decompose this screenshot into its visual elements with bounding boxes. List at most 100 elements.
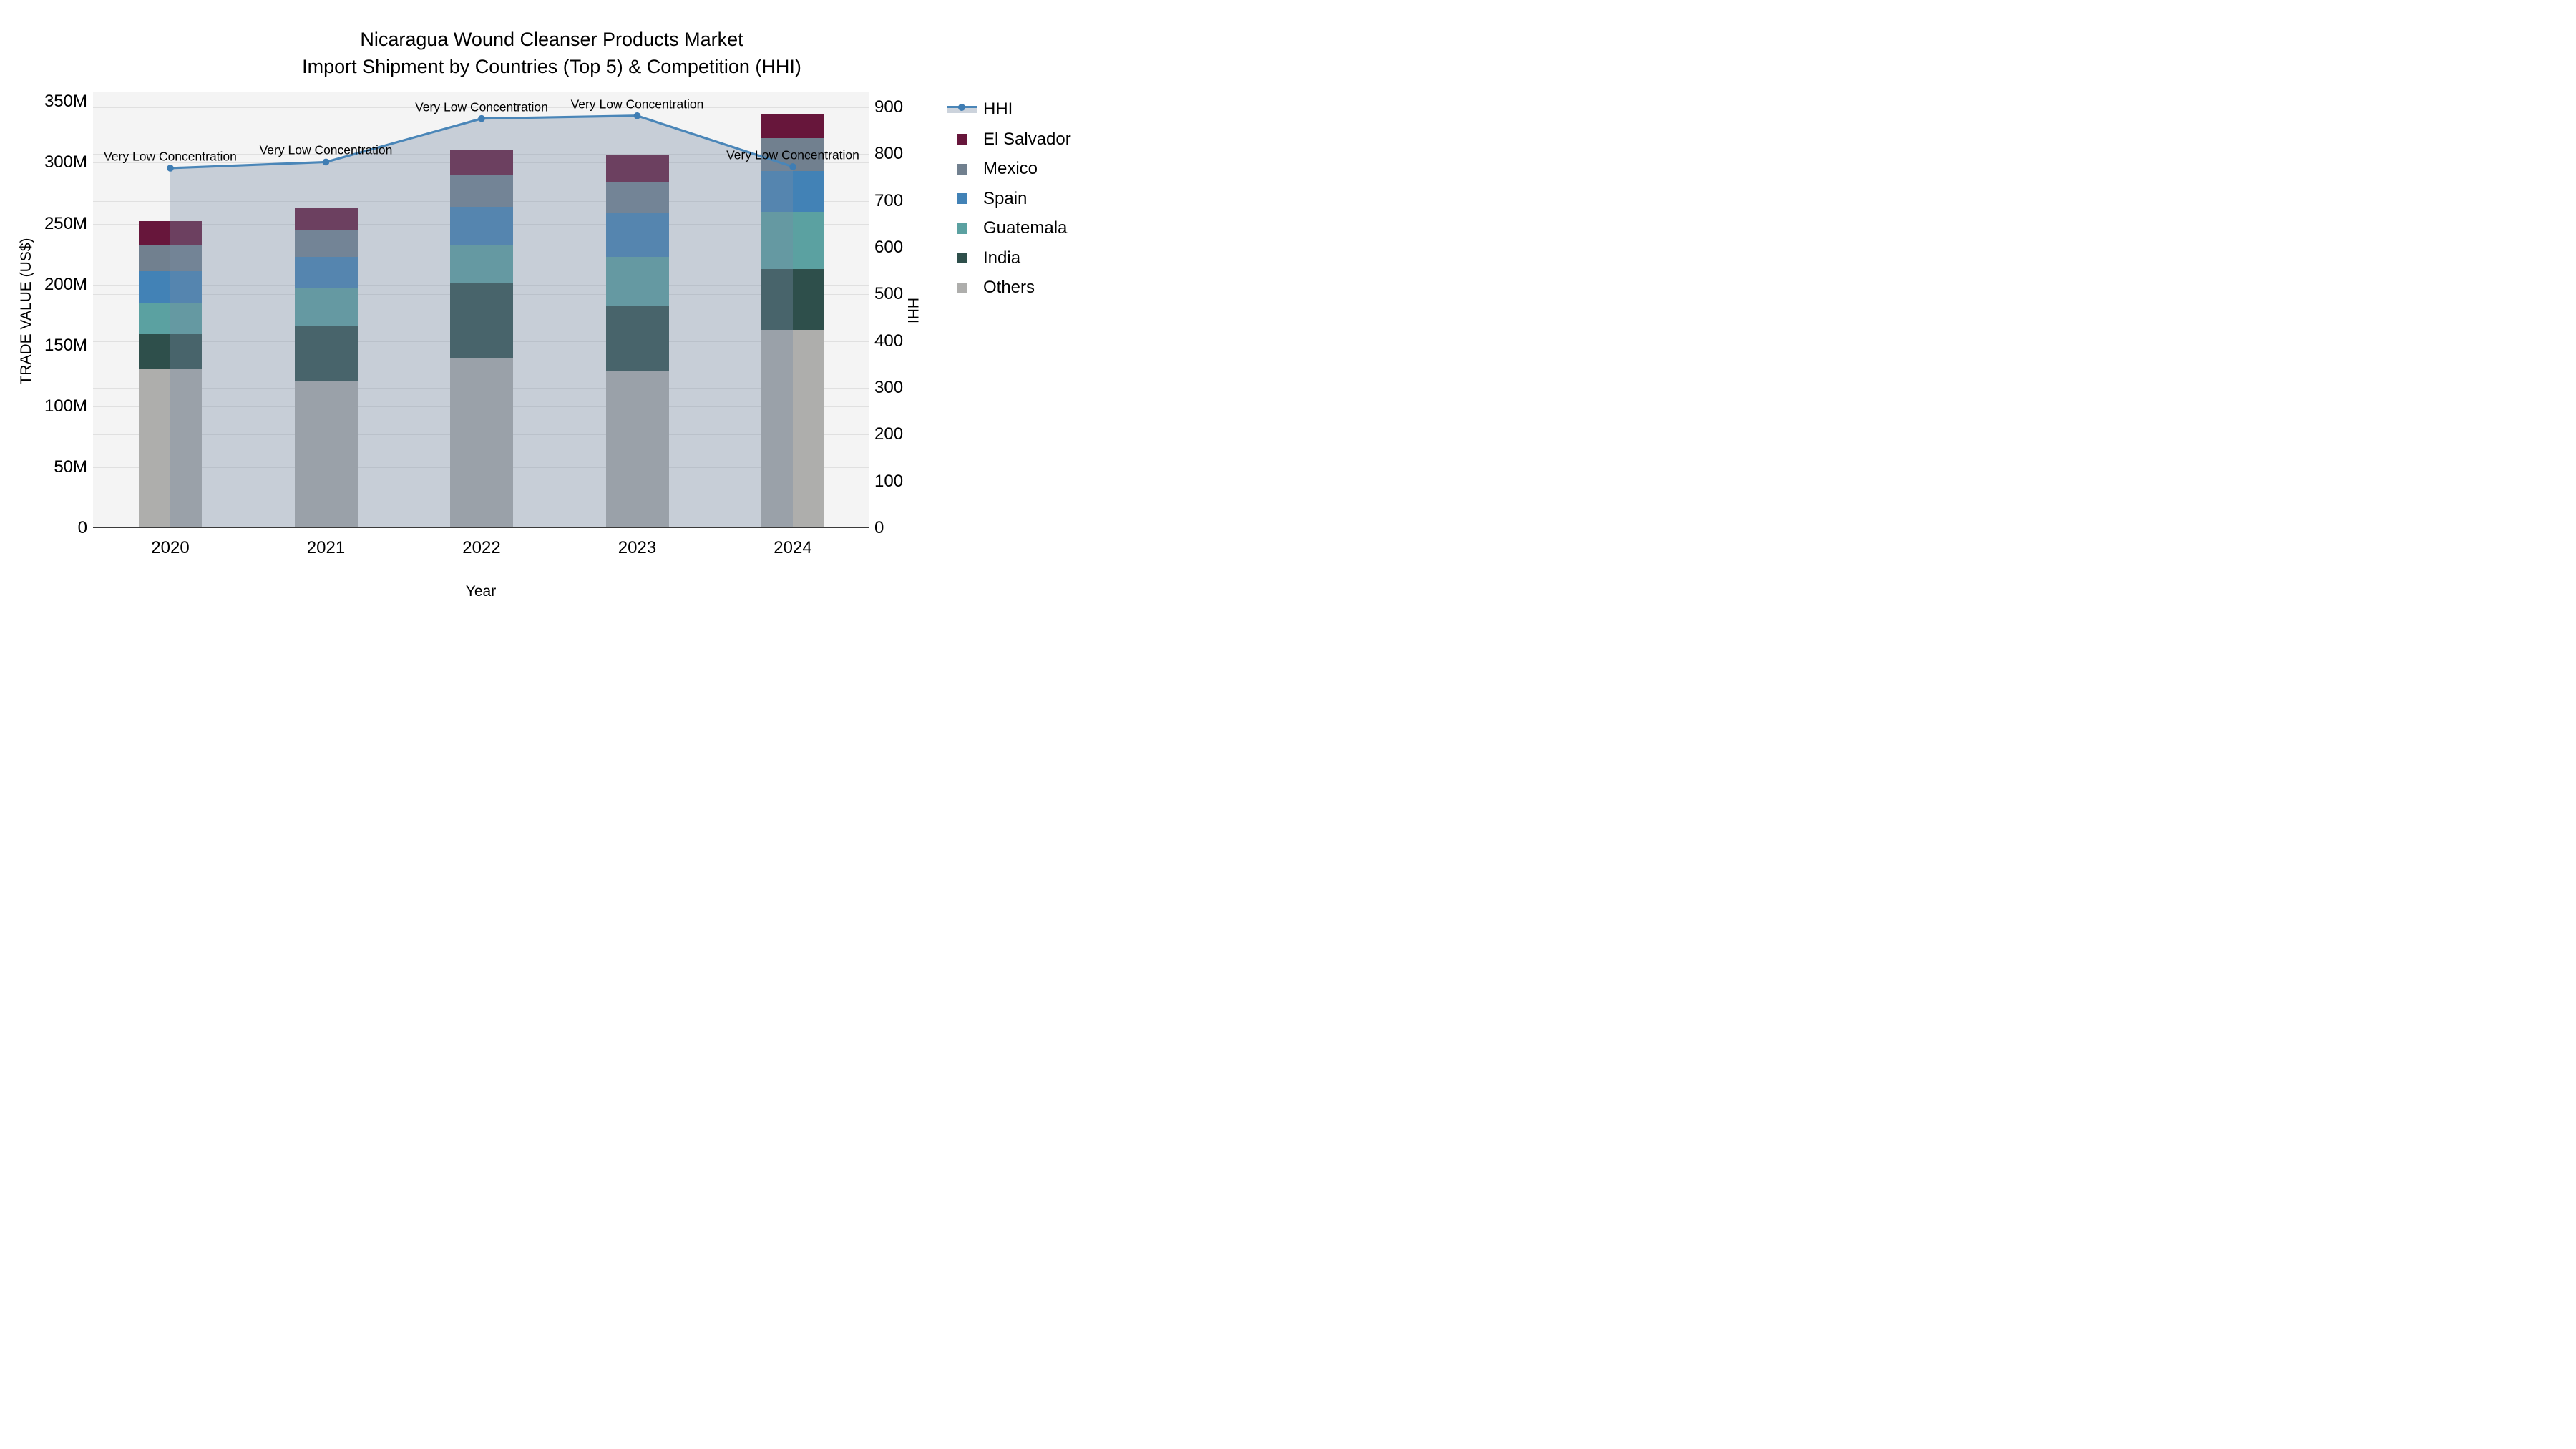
- annotation-2020: Very Low Concentration: [104, 149, 237, 164]
- hhi-marker-2022: [478, 114, 485, 122]
- legend-item-hhi: HHI: [946, 99, 1013, 120]
- plot-area: Very Low Concentration Very Low Concentra…: [93, 92, 869, 528]
- bar-segment-spain-2022: [450, 206, 513, 246]
- x-tick-label-2022: 2022: [462, 538, 501, 557]
- mexico-swatch-icon: [946, 158, 977, 180]
- bar-segment-india-2021: [294, 326, 358, 381]
- legend-swatch-icon: [956, 163, 967, 175]
- chart-title-line-1: Nicaragua Wound Cleanser Products Market: [360, 29, 743, 50]
- legend-item-guatemala: Guatemala: [946, 218, 1067, 239]
- gridline-hhi-900: [93, 107, 869, 108]
- legend-swatch-icon: [956, 253, 967, 263]
- y-right-tick-label-900: 900: [874, 97, 904, 117]
- bar-segment-guatemala-2024: [761, 211, 824, 269]
- bar-segment-india-2023: [605, 305, 669, 371]
- y-left-tick-label-250M: 250M: [44, 213, 87, 233]
- bar-segment-spain-2024: [761, 171, 824, 212]
- hhi-line-area-icon: [947, 104, 977, 114]
- y-left-tick-label-300M: 300M: [44, 152, 87, 172]
- bar-segment-el-salvador-2021: [294, 208, 358, 230]
- hhi-area-fill: [170, 115, 793, 528]
- y-left-tick-label-0: 0: [77, 518, 87, 537]
- bar-segment-guatemala-2023: [605, 256, 669, 306]
- bar-segment-mexico-2021: [294, 230, 358, 257]
- hhi-marker-2024: [789, 163, 796, 170]
- y-right-tick-label-600: 600: [874, 238, 904, 257]
- x-tick-label-2024: 2024: [774, 538, 812, 557]
- chart-title: Nicaragua Wound Cleanser Products Market…: [0, 26, 1102, 80]
- bar-segment-others-2022: [450, 357, 513, 528]
- bar-segment-el-salvador-2020: [139, 221, 202, 246]
- x-axis-line: [93, 527, 869, 528]
- x-tick-label-2021: 2021: [306, 538, 346, 557]
- bar-segment-spain-2020: [139, 270, 202, 303]
- india-swatch-icon: [946, 248, 977, 269]
- bar-segment-others-2024: [761, 329, 824, 528]
- legend-label-india: India: [983, 248, 1021, 268]
- y-right-tick-label-0: 0: [874, 518, 884, 537]
- legend-swatch-icon: [956, 134, 967, 145]
- legend-item-spain: Spain: [946, 188, 1027, 210]
- hhi-marker-2023: [633, 112, 641, 119]
- y-right-tick-label-800: 800: [874, 144, 904, 164]
- bar-segment-spain-2021: [294, 256, 358, 288]
- legend-item-india: India: [946, 248, 1020, 269]
- chart-title-line-2: Import Shipment by Countries (Top 5) & C…: [302, 56, 801, 77]
- legend-item-el-salvador: El Salvador: [946, 129, 1071, 150]
- legend-swatch-icon: [956, 223, 967, 234]
- bar-segment-guatemala-2022: [450, 245, 513, 283]
- y-right-tick-label-500: 500: [874, 284, 904, 304]
- annotation-2024: Very Low Concentration: [726, 147, 859, 162]
- legend-label-spain: Spain: [983, 188, 1028, 208]
- bar-segment-spain-2023: [605, 213, 669, 257]
- legend-label-guatemala: Guatemala: [983, 218, 1068, 238]
- guatemala-swatch-icon: [946, 218, 977, 239]
- hhi-marker-2020: [167, 165, 174, 172]
- y-left-tick-label-100M: 100M: [44, 396, 87, 416]
- bar-segment-el-salvador-2022: [450, 149, 513, 175]
- legend-label-hhi: HHI: [983, 99, 1013, 119]
- x-tick-label-2020: 2020: [151, 538, 190, 557]
- bar-segment-others-2023: [605, 371, 669, 528]
- bar-segment-india-2020: [139, 334, 202, 369]
- legend-item-mexico: Mexico: [946, 158, 1038, 180]
- bar-segment-india-2022: [450, 283, 513, 358]
- y-left-tick-label-50M: 50M: [54, 457, 87, 477]
- hhi-line-layer: [167, 112, 796, 528]
- legend-label-mexico: Mexico: [983, 159, 1038, 178]
- bar-segment-others-2020: [139, 369, 202, 528]
- legend-swatch-icon: [956, 193, 967, 204]
- hhi-marker-2021: [322, 158, 330, 166]
- annotation-2023: Very Low Concentration: [570, 97, 704, 112]
- spain-swatch-icon: [946, 188, 977, 210]
- annotation-2022: Very Low Concentration: [415, 99, 548, 114]
- bar-segment-mexico-2022: [450, 175, 513, 207]
- chart-figure: Nicaragua Wound Cleanser Products Market…: [0, 0, 1102, 620]
- bar-segment-india-2024: [761, 268, 824, 330]
- annotation-2021: Very Low Concentration: [259, 142, 393, 157]
- others-swatch-icon: [946, 277, 977, 298]
- x-axis-title: Year: [465, 583, 497, 600]
- el-salvador-swatch-icon: [946, 129, 977, 150]
- bar-segment-others-2021: [294, 381, 358, 528]
- y-left-tick-label-350M: 350M: [44, 92, 87, 112]
- y-right-tick-label-200: 200: [874, 424, 904, 444]
- legend-swatch-icon: [956, 282, 967, 293]
- x-tick-label-2023: 2023: [618, 538, 657, 557]
- bar-segment-el-salvador-2023: [605, 155, 669, 182]
- y-right-tick-label-300: 300: [874, 378, 904, 397]
- hhi-legend-dot-icon: [958, 104, 965, 111]
- y-left-tick-label-200M: 200M: [44, 274, 87, 294]
- legend-label-el-salvador: El Salvador: [983, 129, 1071, 149]
- y-right-tick-label-700: 700: [874, 190, 904, 210]
- y-right-tick-label-400: 400: [874, 331, 904, 351]
- bar-segment-mexico-2023: [605, 182, 669, 213]
- legend-label-others: Others: [983, 278, 1035, 297]
- y-left-tick-label-150M: 150M: [44, 335, 87, 355]
- hhi-legend-marker: [946, 99, 977, 120]
- bar-segment-guatemala-2021: [294, 288, 358, 326]
- bar-segment-mexico-2020: [139, 245, 202, 271]
- y-right-tick-label-100: 100: [874, 471, 904, 491]
- legend-item-others: Others: [946, 277, 1035, 298]
- bar-segment-guatemala-2020: [139, 303, 202, 335]
